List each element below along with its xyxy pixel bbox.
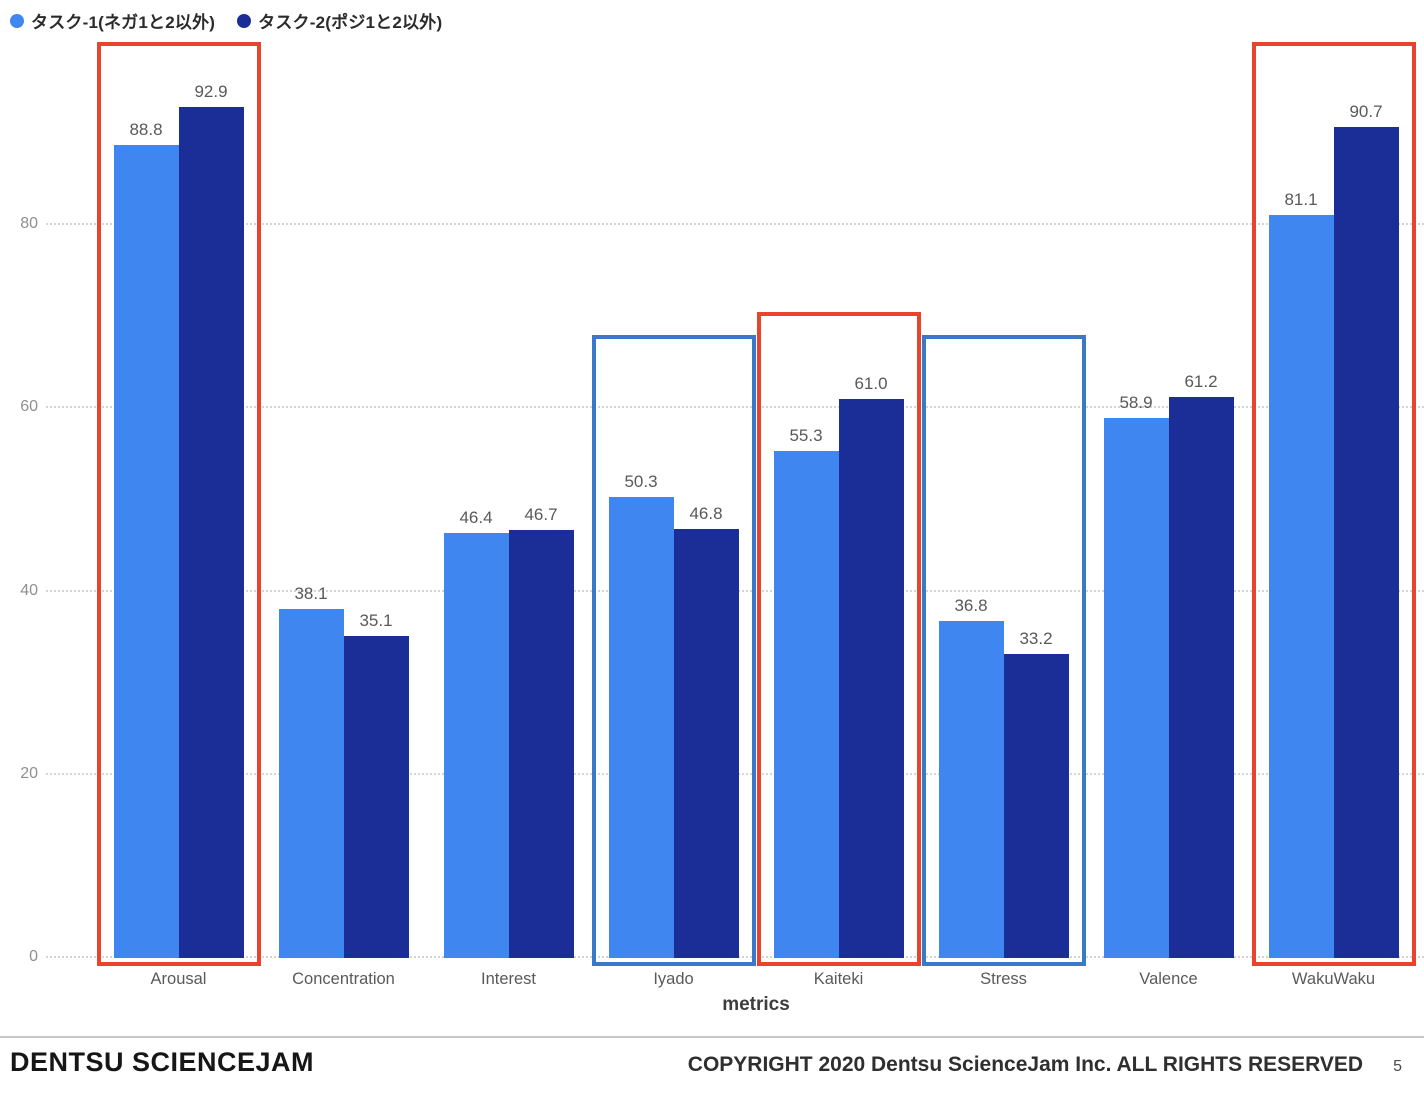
footer-copyright-text: COPYRIGHT 2020 Dentsu ScienceJam Inc. AL… bbox=[687, 1053, 1364, 1076]
legend-label-task2: タスク-2(ポジ1と2以外) bbox=[258, 13, 443, 32]
bar-task1-iyado: 50.3 bbox=[608, 472, 674, 958]
bar-value-task1-wakuwaku: 81.1 bbox=[1284, 190, 1318, 210]
x-category-label-arousal: Arousal bbox=[150, 970, 207, 988]
bar-value-task2-arousal: 92.9 bbox=[194, 82, 228, 102]
bar-group-iyado: 50.3 46.8 bbox=[608, 42, 739, 958]
bar-group-stress: 36.8 33.2 bbox=[938, 42, 1069, 958]
bar-task2-iyado: 46.8 bbox=[673, 504, 739, 958]
bar-task1-concentration: 38.1 bbox=[278, 584, 344, 958]
bar-value-task2-wakuwaku: 90.7 bbox=[1349, 102, 1383, 122]
legend-label-task1: タスク-1(ネガ1と2以外) bbox=[31, 13, 216, 32]
bar-value-task1-kaiteki: 55.3 bbox=[789, 426, 823, 446]
x-category-label-concentration: Concentration bbox=[292, 970, 395, 988]
bar-task1-stress: 36.8 bbox=[938, 596, 1004, 958]
gridline-y80: 80 bbox=[20, 215, 1424, 232]
chart-plot-area: 88.8 92.9 Arousal 38.1 35.1 Concentration 46.4… bbox=[96, 42, 1416, 988]
bar-value-task2-concentration: 35.1 bbox=[359, 611, 393, 631]
x-category-label-iyado: Iyado bbox=[653, 970, 694, 988]
y-tick-label-60: 60 bbox=[20, 398, 38, 416]
x-category-label-stress: Stress bbox=[980, 970, 1027, 988]
x-category-label-interest: Interest bbox=[480, 970, 537, 988]
bar-value-task2-interest: 46.7 bbox=[524, 505, 558, 525]
bar-task2-stress: 33.2 bbox=[1003, 629, 1069, 958]
bar-value-task2-stress: 33.2 bbox=[1019, 628, 1053, 648]
y-tick-label-0: 0 bbox=[29, 948, 38, 965]
bar-group-interest: 46.4 46.7 bbox=[443, 42, 574, 958]
bar-value-task1-iyado: 50.3 bbox=[624, 472, 658, 492]
bar-group-arousal: 88.8 92.9 bbox=[113, 42, 244, 958]
x-category-label-wakuwaku: WakuWaku bbox=[1291, 970, 1376, 988]
legend-item-task2: タスク-2(ポジ1と2以外) bbox=[237, 8, 442, 33]
x-category-label-valence: Valence bbox=[1139, 970, 1198, 988]
bar-value-task2-kaiteki: 61.0 bbox=[854, 374, 888, 394]
legend-dot-task2-icon bbox=[237, 13, 252, 28]
bar-group-valence: 58.9 61.2 bbox=[1103, 42, 1234, 958]
bar-value-task1-stress: 36.8 bbox=[954, 595, 988, 615]
bar-value-task1-arousal: 88.8 bbox=[129, 119, 163, 139]
bar-group-kaiteki: 55.3 61.0 bbox=[773, 42, 904, 958]
bar-value-task2-iyado: 46.8 bbox=[689, 504, 723, 524]
bar-task2-concentration: 35.1 bbox=[343, 611, 409, 958]
x-category-label-kaiteki: Kaiteki bbox=[813, 970, 864, 988]
slide-footer: DENTSU SCIENCEJAM COPYRIGHT 2020 Dentsu … bbox=[0, 1036, 1424, 1078]
bar-value-task1-valence: 58.9 bbox=[1119, 393, 1153, 413]
bar-task2-valence: 61.2 bbox=[1168, 372, 1234, 958]
bar-task1-valence: 58.9 bbox=[1103, 393, 1169, 958]
gridline-y60: 60 bbox=[20, 398, 1424, 415]
y-tick-label-80: 80 bbox=[20, 215, 38, 233]
bar-task1-wakuwaku: 81.1 bbox=[1268, 190, 1334, 958]
bar-task1-interest: 46.4 bbox=[443, 508, 509, 958]
chart-legend: タスク-1(ネガ1と2以外) タスク-2(ポジ1と2以外) bbox=[10, 8, 442, 33]
footer-page-number: 5 bbox=[1393, 1058, 1402, 1075]
bar-value-task1-concentration: 38.1 bbox=[294, 584, 328, 604]
bar-group-concentration: 38.1 35.1 bbox=[278, 42, 409, 958]
bar-task1-arousal: 88.8 bbox=[113, 120, 179, 958]
bar-value-task2-valence: 61.2 bbox=[1184, 372, 1218, 392]
x-axis-title: metrics bbox=[722, 994, 790, 1015]
bar-task2-wakuwaku: 90.7 bbox=[1333, 102, 1399, 958]
legend-item-task1: タスク-1(ネガ1と2以外) bbox=[10, 8, 215, 33]
bar-task2-arousal: 92.9 bbox=[178, 82, 244, 958]
footer-brand-logo: DENTSU SCIENCEJAM bbox=[10, 1047, 315, 1077]
bar-group-wakuwaku: 81.1 90.7 bbox=[1268, 42, 1399, 958]
bar-task2-interest: 46.7 bbox=[508, 505, 574, 958]
legend-dot-task1-icon bbox=[10, 13, 24, 28]
y-tick-label-20: 20 bbox=[20, 764, 38, 782]
bar-task2-kaiteki: 61.0 bbox=[838, 374, 904, 958]
y-tick-label-40: 40 bbox=[20, 581, 38, 599]
bar-value-task1-interest: 46.4 bbox=[459, 507, 493, 527]
bar-task1-kaiteki: 55.3 bbox=[773, 426, 839, 958]
